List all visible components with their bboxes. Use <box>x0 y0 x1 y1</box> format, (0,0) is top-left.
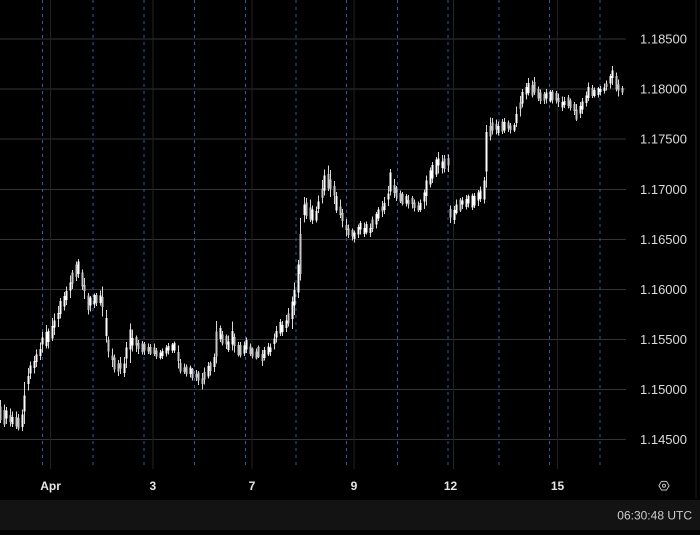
svg-text:3: 3 <box>149 479 156 493</box>
svg-text:1.14500: 1.14500 <box>640 432 687 447</box>
svg-text:1.16000: 1.16000 <box>640 282 687 297</box>
svg-text:1.17000: 1.17000 <box>640 182 687 197</box>
svg-text:1.15500: 1.15500 <box>640 332 687 347</box>
svg-text:1.16500: 1.16500 <box>640 232 687 247</box>
svg-text:9: 9 <box>351 479 358 493</box>
svg-text:15: 15 <box>551 479 565 493</box>
svg-text:1.17500: 1.17500 <box>640 132 687 147</box>
svg-text:12: 12 <box>444 479 458 493</box>
svg-text:06:30:48 UTC: 06:30:48 UTC <box>617 509 692 523</box>
svg-text:1.18000: 1.18000 <box>640 82 687 97</box>
svg-text:Apr: Apr <box>40 479 61 493</box>
svg-text:1.18500: 1.18500 <box>640 32 687 47</box>
svg-text:7: 7 <box>249 479 256 493</box>
svg-text:1.15000: 1.15000 <box>640 382 687 397</box>
